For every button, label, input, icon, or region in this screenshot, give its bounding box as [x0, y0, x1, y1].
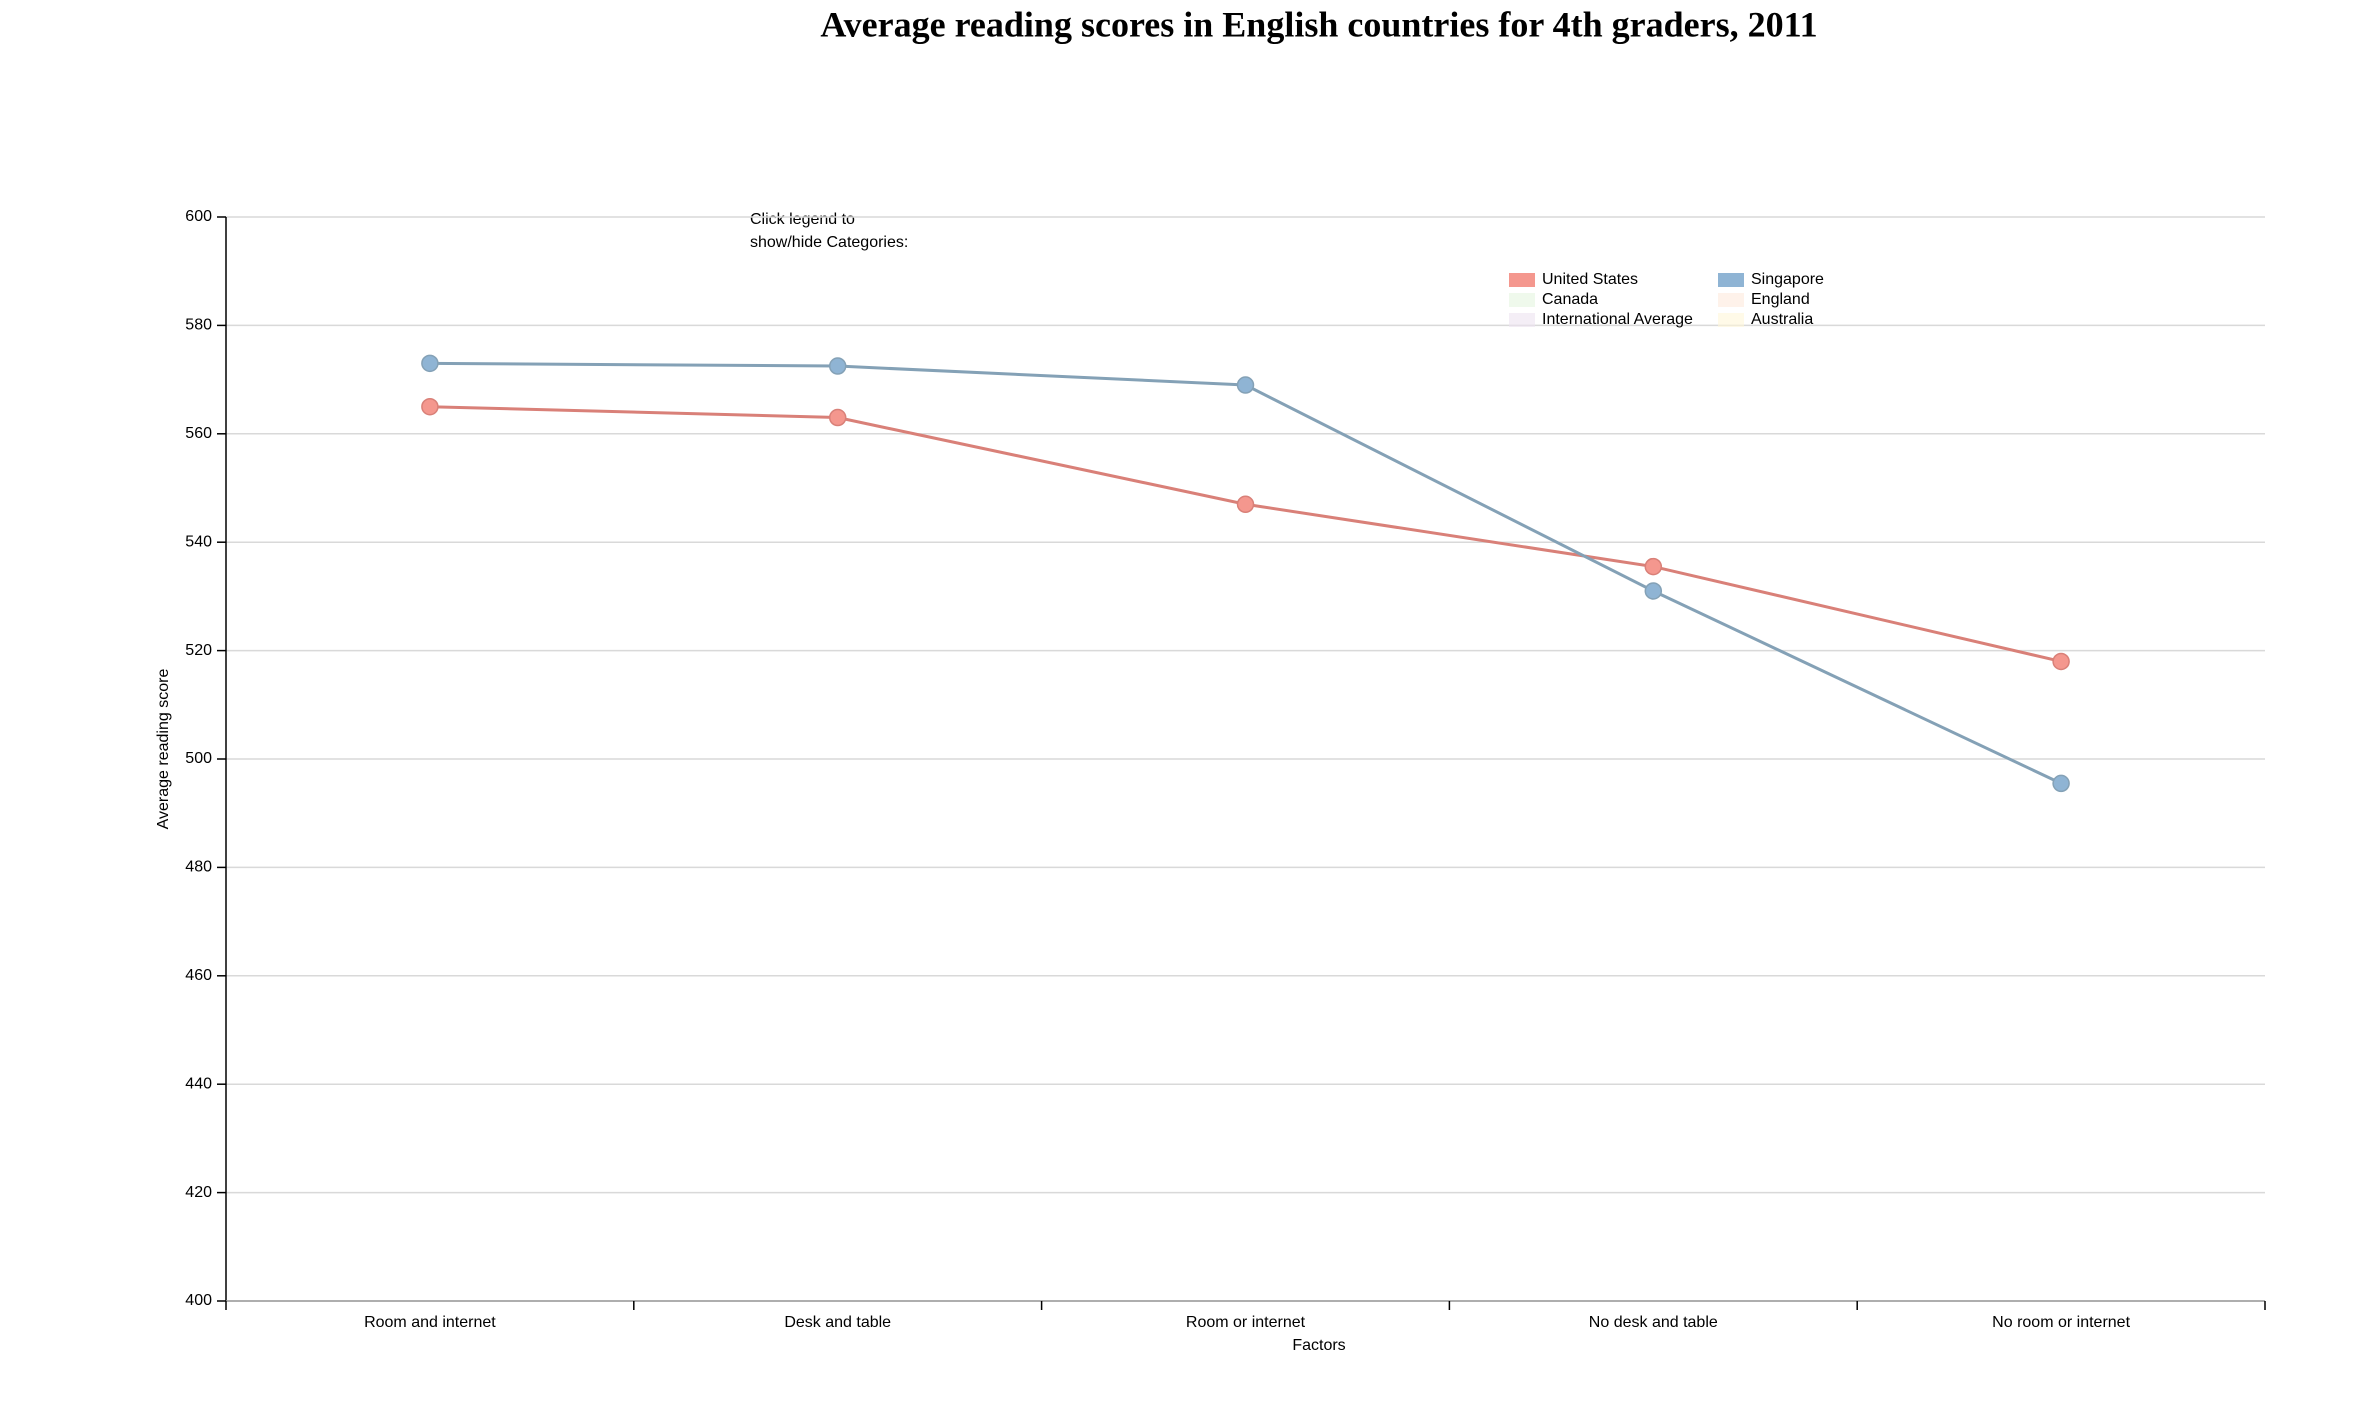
x-axis-label: Factors [1292, 1337, 1345, 1354]
annotation: Click legend to [750, 211, 855, 228]
x-tick-label: No desk and table [1589, 1314, 1718, 1331]
data-point [1236, 495, 1255, 514]
y-tick-label: 540 [185, 533, 212, 550]
annotation: show/hide Categories: [750, 234, 908, 251]
data-point [1236, 376, 1255, 394]
y-tick-label: 440 [185, 1075, 212, 1092]
y-tick-label: 460 [185, 967, 212, 984]
x-tick-label: Room and internet [364, 1314, 496, 1331]
chart-title: Average reading scores in English countr… [820, 4, 1817, 44]
data-point [828, 408, 847, 427]
legend-swatch[interactable] [1509, 273, 1535, 287]
legend-label[interactable]: Singapore [1751, 271, 1824, 288]
y-tick-label: 560 [185, 425, 212, 442]
legend-label[interactable]: United States [1542, 271, 1638, 288]
legend-label[interactable]: Canada [1542, 291, 1598, 308]
data-point [1644, 557, 1663, 576]
y-axis-label: Average reading score [155, 669, 172, 830]
legend-swatch[interactable] [1509, 313, 1535, 327]
y-tick-label: 500 [185, 750, 212, 767]
y-tick-label: 600 [185, 208, 212, 225]
legend-label[interactable]: Australia [1751, 311, 1813, 328]
y-tick-label: 580 [185, 317, 212, 334]
data-point [828, 357, 847, 375]
y-tick-label: 400 [185, 1292, 212, 1309]
data-point [2052, 652, 2070, 671]
y-tick-label: 480 [185, 859, 212, 876]
legend-label[interactable]: International Average [1542, 311, 1693, 328]
y-tick-label: 520 [185, 642, 212, 659]
y-tick-label: 420 [185, 1184, 212, 1201]
legend-label[interactable]: England [1751, 291, 1810, 308]
x-tick-label: Desk and table [784, 1314, 891, 1331]
data-point [421, 354, 439, 373]
x-tick-label: Room or internet [1186, 1314, 1306, 1331]
data-point [1644, 582, 1663, 600]
legend-swatch[interactable] [1718, 293, 1744, 307]
x-tick-label: No room or internet [1992, 1314, 2130, 1331]
data-point [421, 397, 439, 416]
series-line [429, 361, 2062, 785]
data-point [2052, 774, 2070, 793]
series-line [429, 405, 2062, 663]
legend-swatch[interactable] [1718, 273, 1744, 287]
legend-swatch[interactable] [1718, 313, 1744, 327]
legend-swatch[interactable] [1509, 293, 1535, 307]
